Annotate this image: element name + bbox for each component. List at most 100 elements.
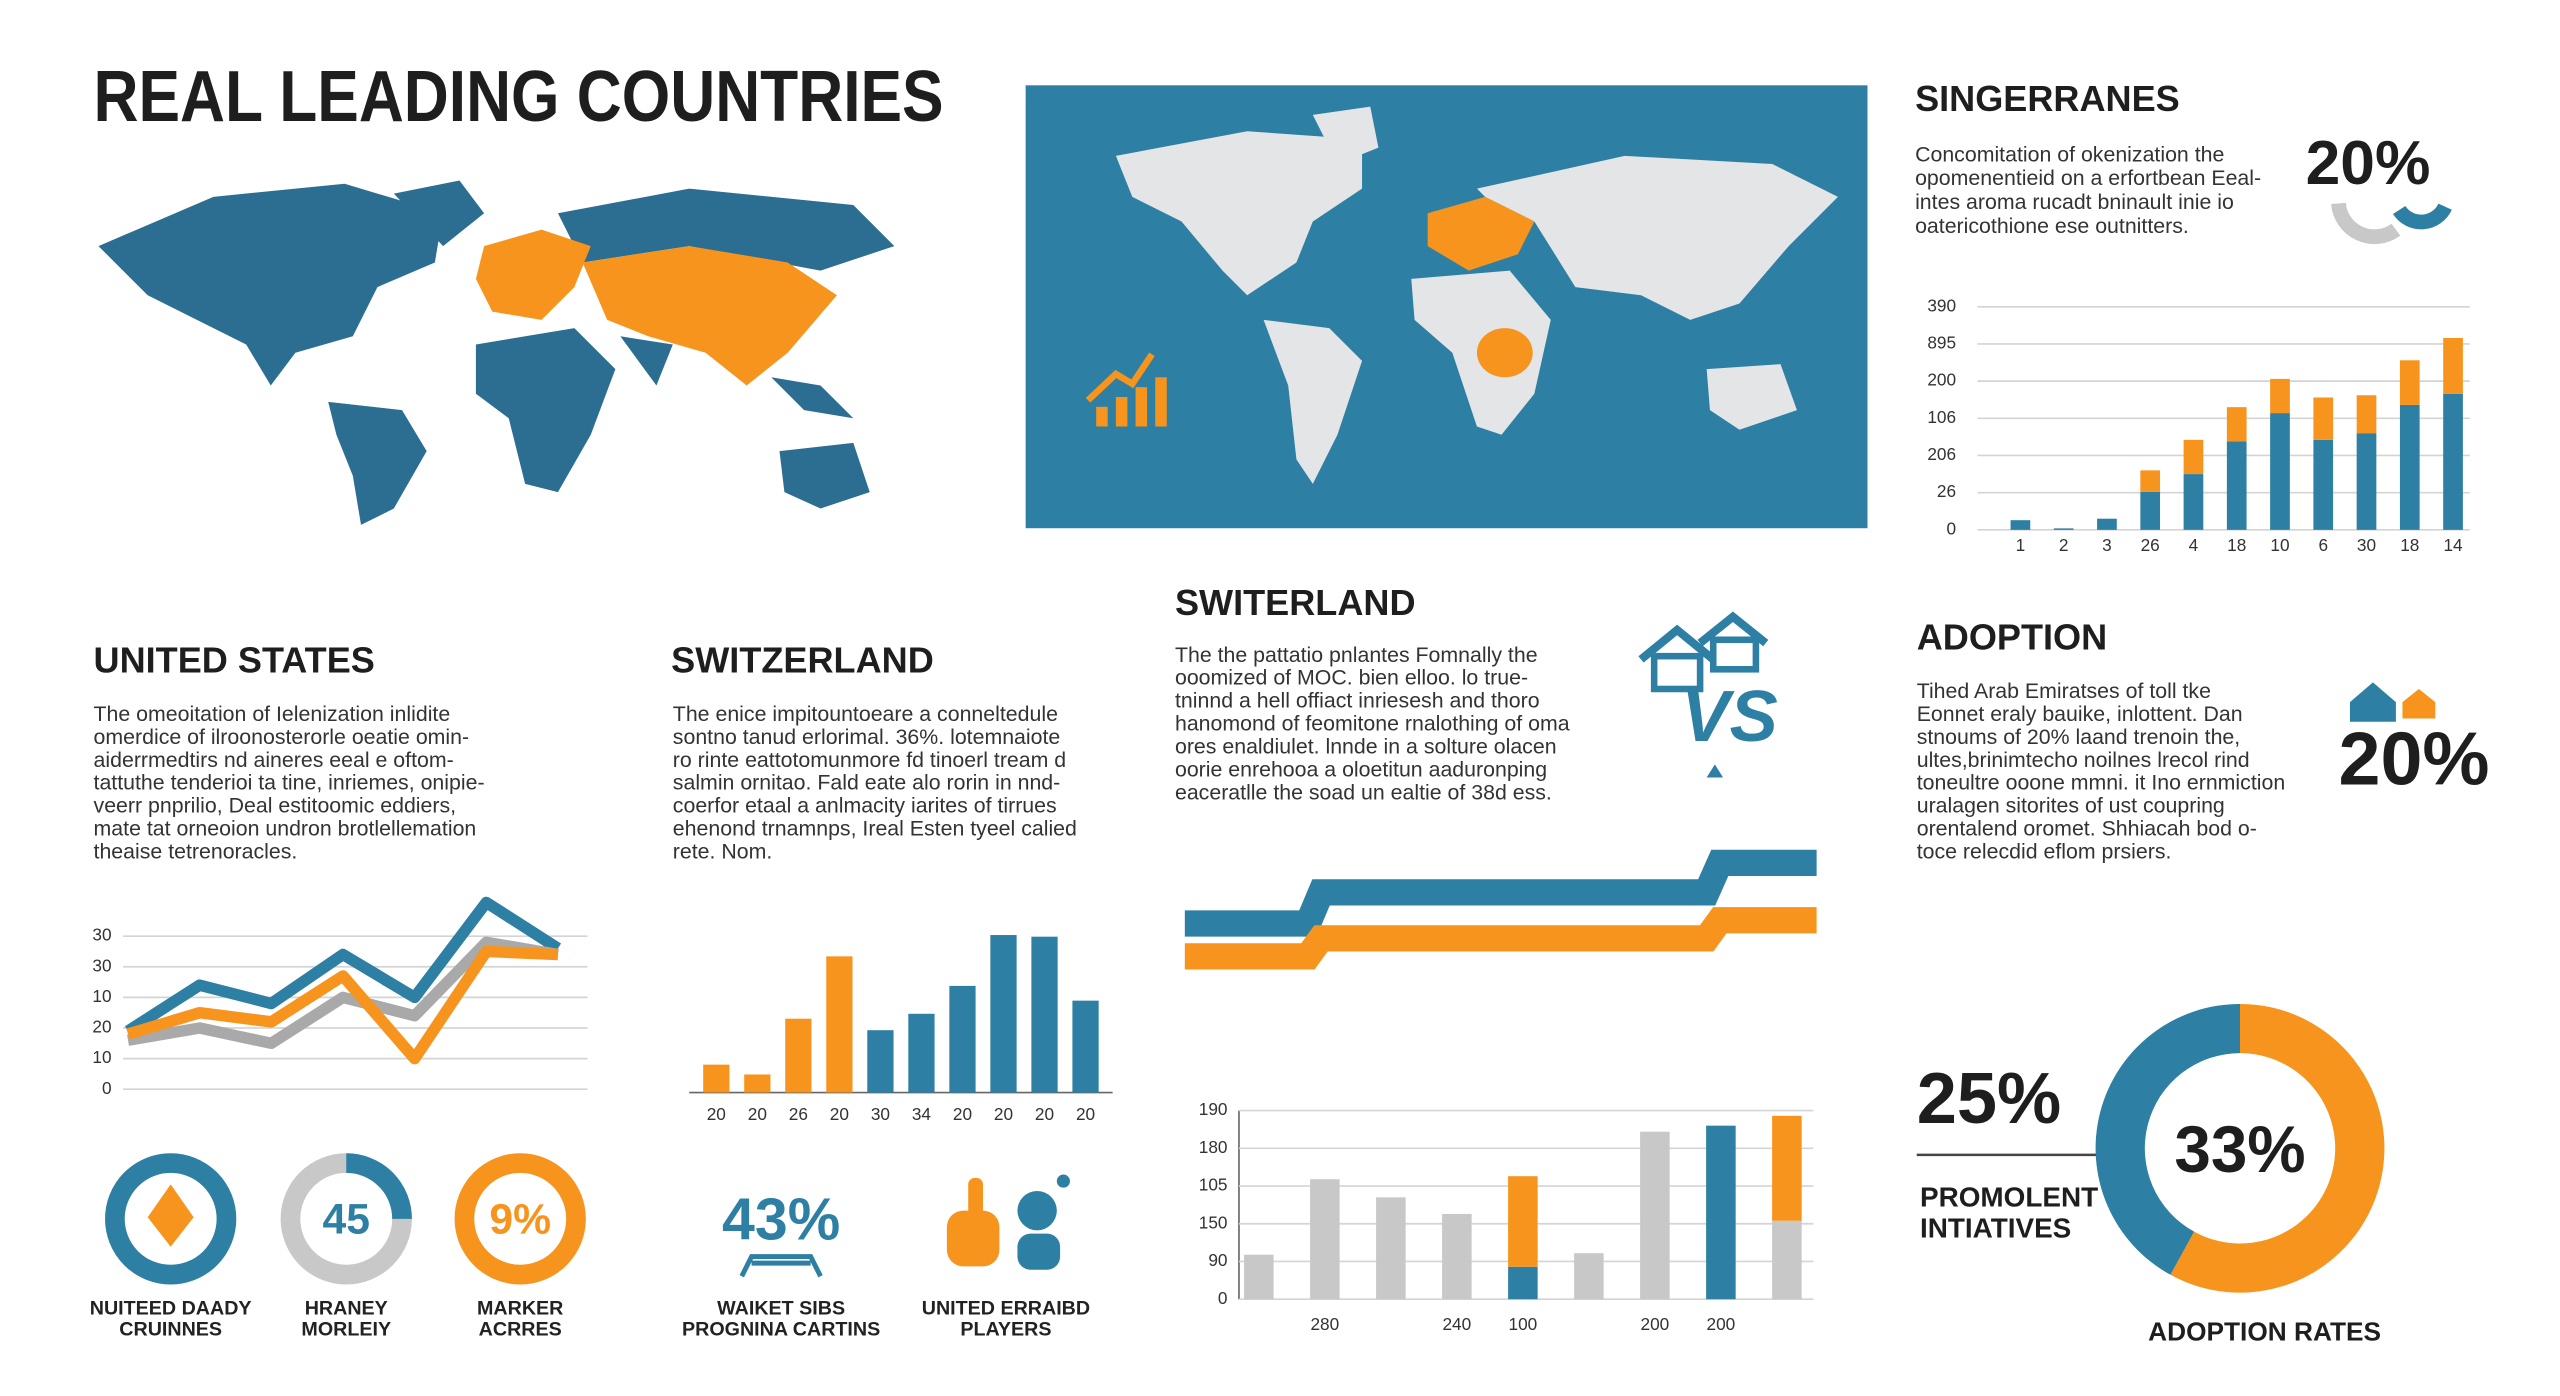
- paragraph-line: theaise tetrenoracles.: [94, 840, 298, 864]
- chart-title: ADOPTION RATES: [2148, 1317, 2381, 1347]
- x-tick-label: 200: [1641, 1314, 1670, 1334]
- line-series: [127, 936, 559, 1050]
- x-tick-label: 20: [1035, 1104, 1054, 1124]
- y-tick-label: 0: [1947, 518, 1957, 538]
- bar-segment: [1508, 1266, 1538, 1300]
- vs-label: VS: [1681, 677, 1777, 757]
- paragraph-line: tattuthe tenderioi ta tine, inriemes, on…: [94, 771, 485, 795]
- y-tick-label: 90: [1208, 1250, 1227, 1270]
- paragraph-line: mate tat orneoion undron brotlellemation: [94, 817, 477, 841]
- bar-segment: [1376, 1197, 1406, 1300]
- x-tick-label: 30: [2357, 535, 2376, 555]
- x-tick-label: 6: [2318, 535, 2328, 555]
- x-tick-label: 20: [830, 1104, 849, 1124]
- paragraph-line: Concomitation of okenization the: [1915, 142, 2224, 166]
- bar-segment: [1442, 1213, 1472, 1300]
- step-band: [1184, 849, 1817, 937]
- x-tick-label: 280: [1310, 1314, 1339, 1334]
- section-heading: ADOPTION: [1917, 616, 2107, 657]
- bar-segment: [2443, 393, 2463, 530]
- stat-label: MARKER: [477, 1297, 563, 1319]
- bar-segment: [2270, 378, 2290, 414]
- paragraph-line: ooomized of MOC. bien elloo. lo true-: [1175, 666, 1528, 690]
- donut-ring: [345, 1153, 412, 1220]
- bar-segment: [1574, 1253, 1604, 1300]
- stat-value: 20%: [2306, 129, 2431, 198]
- bar: [703, 1064, 730, 1093]
- x-tick-label: 4: [2189, 535, 2199, 555]
- paragraph-line: The enice impitountoeare a conneltedule: [673, 702, 1058, 726]
- bar: [867, 1030, 894, 1093]
- x-tick-label: 20: [994, 1104, 1013, 1124]
- y-tick-label: 150: [1199, 1212, 1228, 1232]
- x-tick-label: 20: [953, 1104, 972, 1124]
- stat-label: NUITEED DAADY: [90, 1297, 252, 1319]
- bar: [908, 1013, 935, 1093]
- y-tick-label: 10: [92, 1047, 111, 1067]
- paragraph-line: The the pattatio pnlantes Fomnally the: [1175, 643, 1538, 667]
- bar: [1072, 1000, 1099, 1093]
- paragraph-line: toneultre ooone mmni. it Ino ernmiction: [1917, 771, 2285, 795]
- section-heading: SWITERLAND: [1175, 582, 1416, 623]
- y-tick-label: 390: [1927, 295, 1956, 315]
- paragraph-line: rete. Nom.: [673, 840, 773, 864]
- bar-segment: [2356, 395, 2377, 434]
- x-tick-label: 100: [1509, 1314, 1538, 1334]
- y-tick-label: 0: [1218, 1288, 1228, 1308]
- x-tick-label: 18: [2227, 535, 2246, 555]
- y-tick-label: 0: [102, 1078, 112, 1098]
- paragraph-line: Tihed Arab Emiratses of toll tke: [1917, 679, 2211, 703]
- section-heading: UNITED STATES: [94, 639, 375, 680]
- y-tick-label: 180: [1199, 1137, 1228, 1157]
- paragraph-line: salmin ornitao. Fald eate alo rorin in n…: [673, 771, 1060, 795]
- bar-segment: [2443, 337, 2463, 394]
- paragraph-line: stnoums of 20% laand trenoin the,: [1917, 725, 2241, 749]
- stat-label: MORLEIY: [301, 1319, 391, 1341]
- paragraph-line: sontno tanud erlorimal. 36%. lotemnaiote: [673, 725, 1060, 749]
- bar-segment: [2313, 439, 2334, 530]
- paragraph-line: ro rinte eattotomunmore fd tinoerl tream…: [673, 748, 1066, 772]
- x-tick-label: 20: [748, 1104, 767, 1124]
- bar-segment: [2010, 520, 2031, 530]
- bar-segment: [1772, 1220, 1802, 1300]
- y-tick-label: 106: [1927, 407, 1956, 427]
- bar-segment: [2183, 474, 2204, 530]
- line-series: [126, 945, 559, 1065]
- bar-segment: [2270, 413, 2290, 530]
- bar-segment: [1310, 1179, 1340, 1300]
- bar: [785, 1018, 812, 1093]
- paragraph-line: Eonnet eraly bauike, inlottent. Dan: [1917, 702, 2243, 726]
- y-tick-label: 30: [92, 955, 111, 975]
- donut-value: 45: [323, 1195, 370, 1243]
- donut-ring: [105, 1153, 237, 1285]
- x-tick-label: 18: [2400, 535, 2419, 555]
- y-tick-label: 190: [1199, 1099, 1228, 1119]
- donut-slice: [2170, 1003, 2385, 1293]
- donut-ring: [454, 1153, 586, 1285]
- stat-label: WAIKET SIBS: [717, 1297, 845, 1319]
- y-tick-label: 20: [92, 1017, 111, 1037]
- y-tick-label: 895: [1927, 332, 1956, 352]
- line-series: [124, 896, 562, 1036]
- section-heading: SWITZERLAND: [671, 639, 934, 680]
- y-tick-label: 206: [1927, 444, 1956, 464]
- donut-icon: [147, 1184, 194, 1247]
- market-value: 43%: [722, 1186, 840, 1252]
- donut-center-label: 33%: [2174, 1113, 2305, 1186]
- x-tick-label: 26: [789, 1104, 808, 1124]
- stat-label: PROMOLENT: [1920, 1182, 2098, 1213]
- paragraph-line: uralagen sitorites of ust coupring: [1917, 794, 2225, 818]
- world-map-right: [1025, 85, 1868, 529]
- paragraph-line: oorie enrehooa a oloetitun aaduronping: [1175, 758, 1547, 782]
- x-tick-label: 34: [912, 1104, 932, 1124]
- stat-label: INTIATIVES: [1920, 1213, 2071, 1244]
- bar-segment: [2097, 518, 2117, 530]
- bar-segment: [2356, 433, 2377, 530]
- y-tick-label: 10: [92, 986, 111, 1006]
- bar: [744, 1074, 771, 1093]
- players-icon: [946, 1174, 1070, 1270]
- y-tick-label: 200: [1927, 370, 1956, 390]
- paragraph-line: oatericothione ese outnitters.: [1915, 214, 2189, 238]
- paragraph-line: ultes,brinimtecho noilnes lrecol rind: [1917, 748, 2250, 772]
